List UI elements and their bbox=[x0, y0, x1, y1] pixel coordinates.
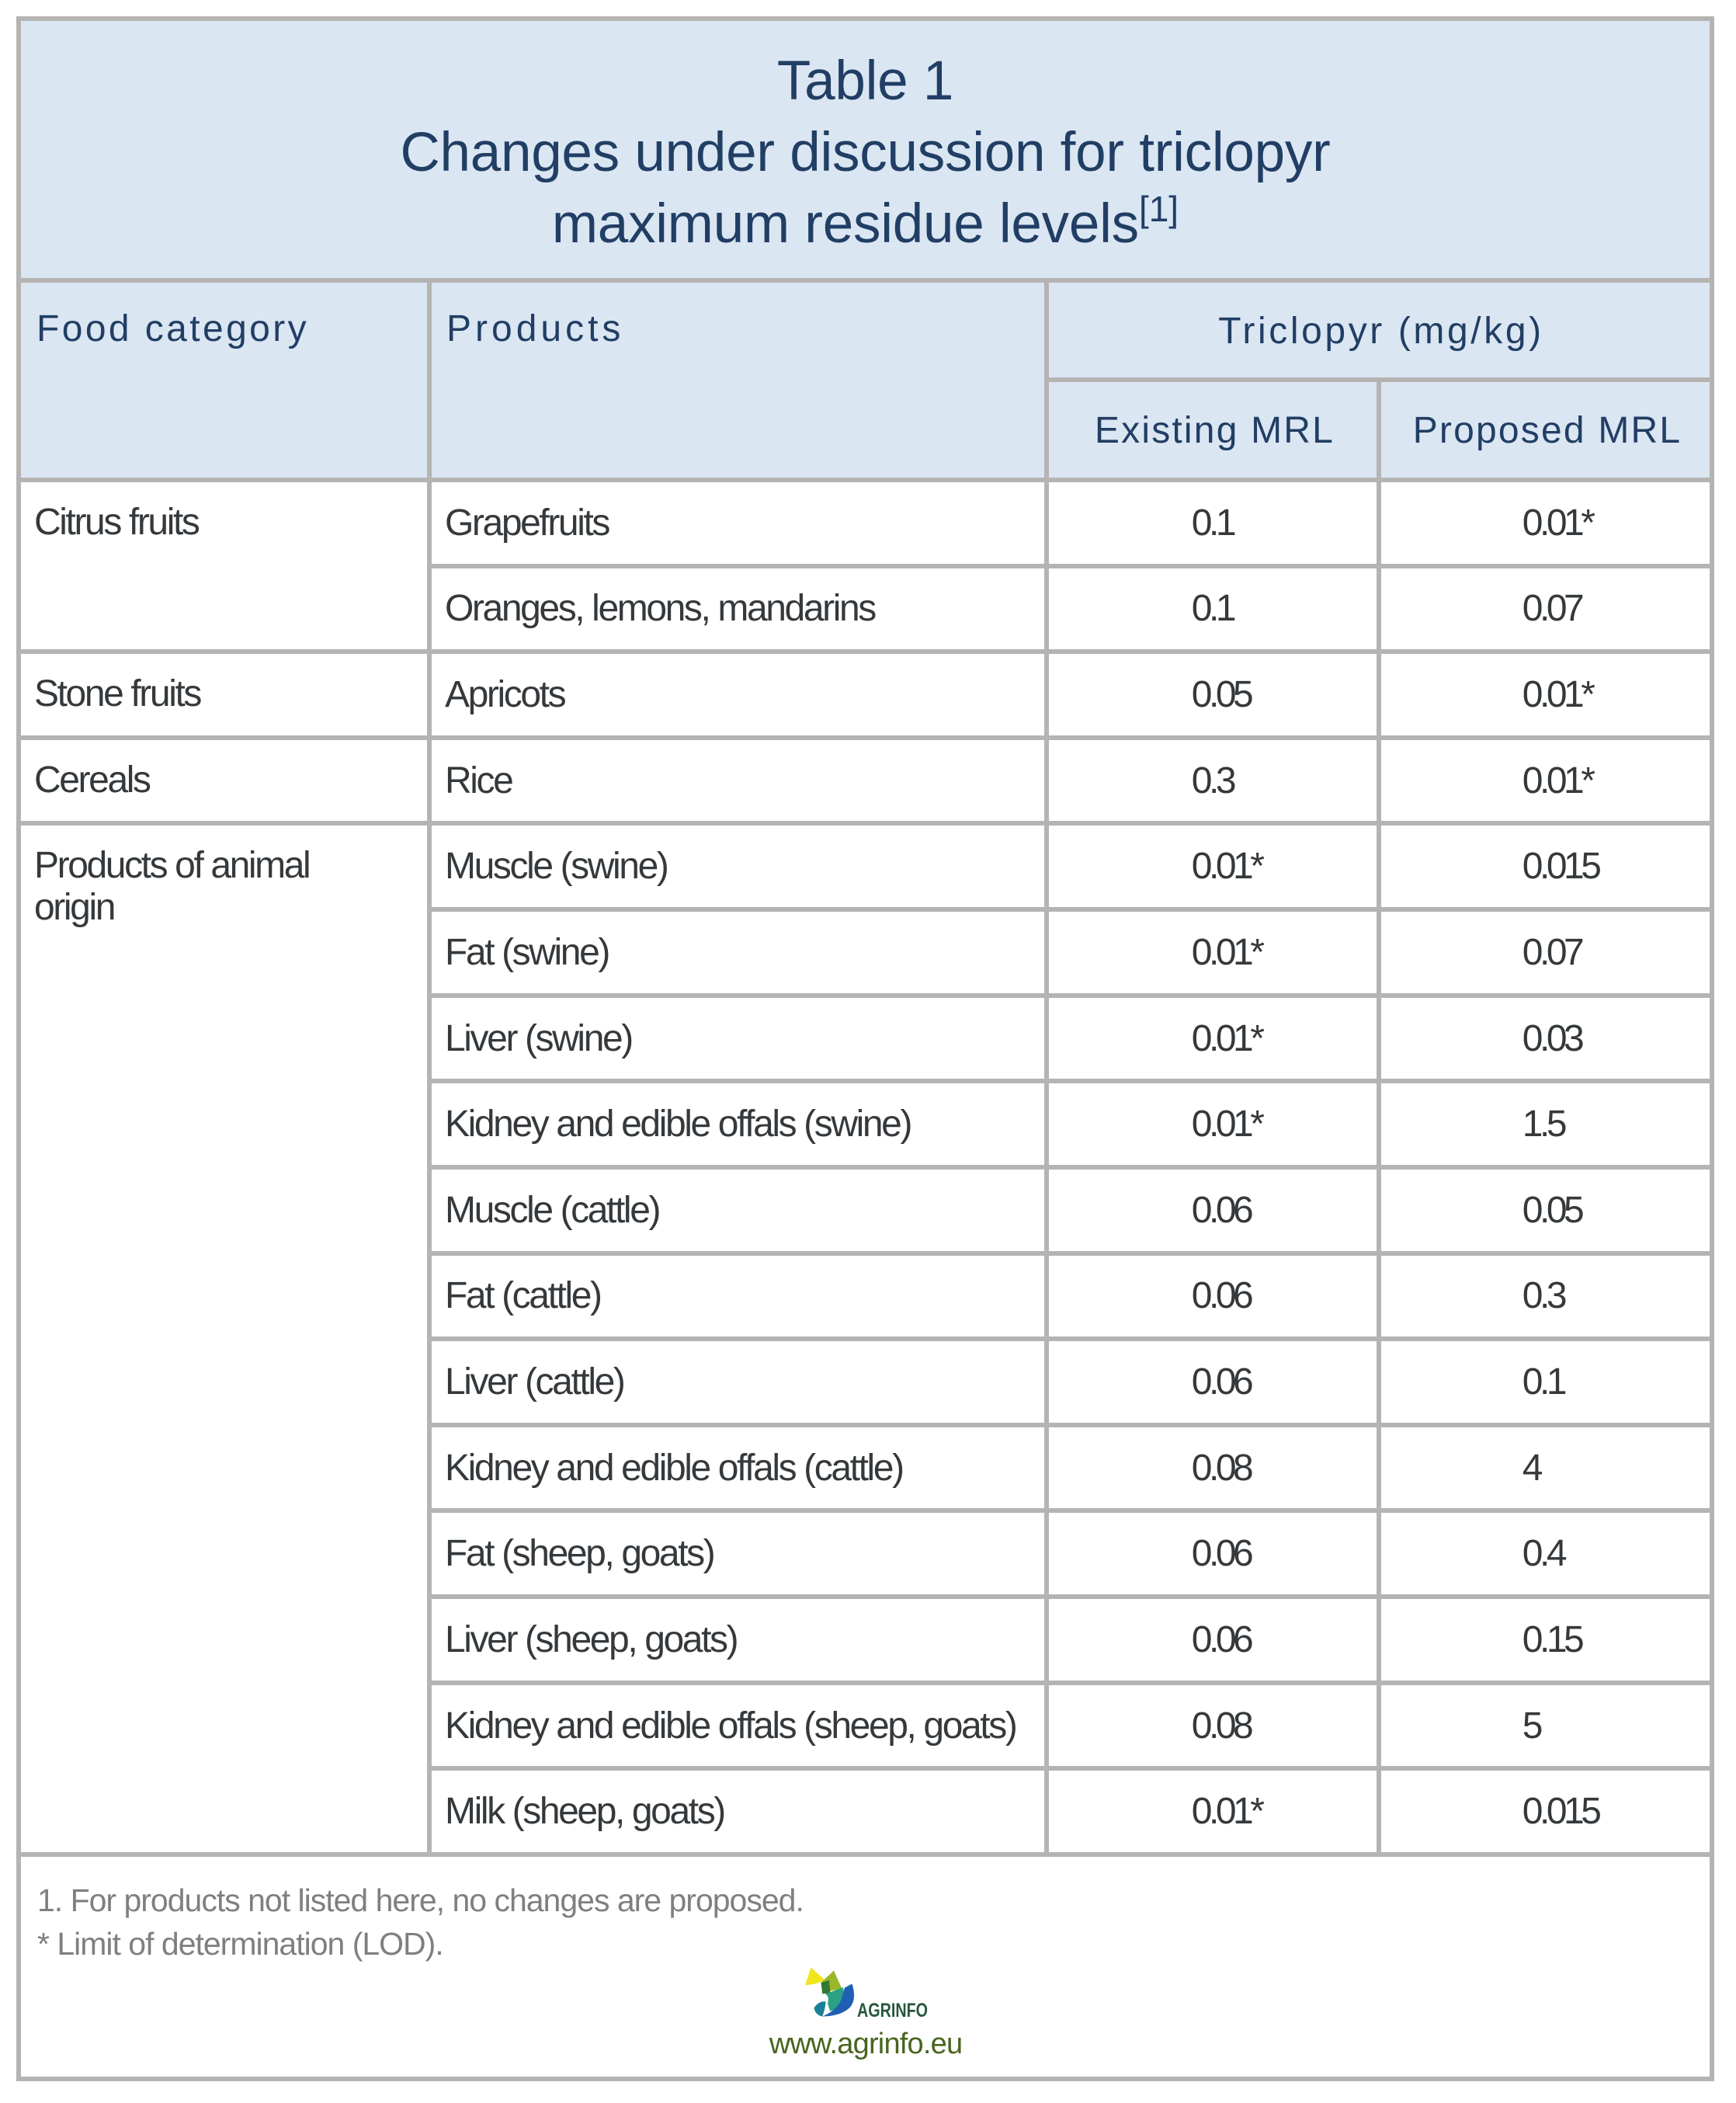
svg-text:AGRINFO: AGRINFO bbox=[857, 2000, 928, 2019]
